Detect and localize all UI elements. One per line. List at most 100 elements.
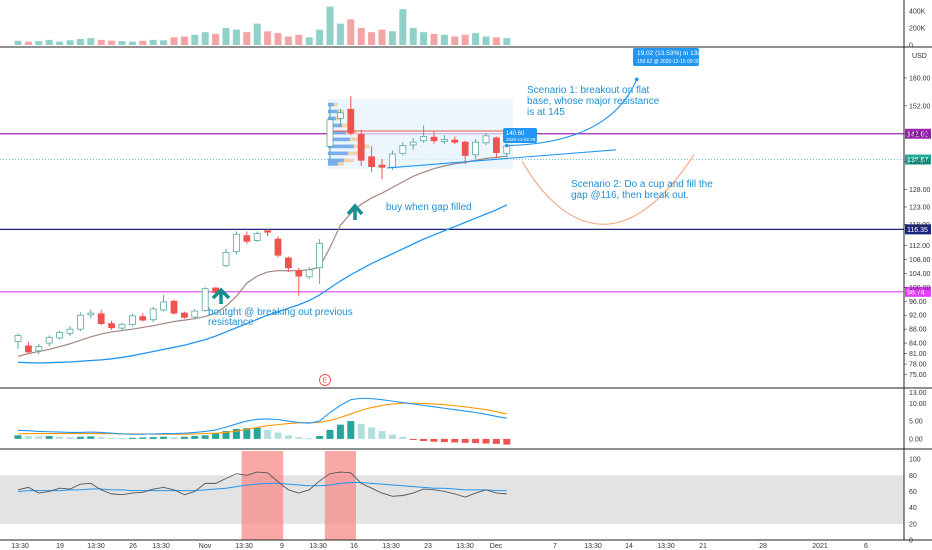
candle-body xyxy=(108,323,115,329)
annotation-buy-gap[interactable]: buy when gap filled xyxy=(386,202,472,213)
earnings-label: E xyxy=(323,378,328,385)
macd-histogram-bar xyxy=(336,424,344,439)
x-tick-label: 13:30 xyxy=(11,543,29,550)
candle-body xyxy=(409,141,417,146)
volume-bar xyxy=(35,41,43,45)
candle-body xyxy=(232,233,240,253)
volume-profile-bar xyxy=(349,137,364,142)
candle-body xyxy=(388,153,396,168)
ma-short-line xyxy=(17,155,507,357)
volume-bar xyxy=(347,19,355,45)
candle-body xyxy=(451,139,459,143)
candle-body xyxy=(149,308,157,321)
macd-histogram-bar xyxy=(399,436,407,439)
arrow-up-icon xyxy=(211,287,231,304)
x-tick-label: 21 xyxy=(699,543,707,550)
candle-body xyxy=(357,134,365,161)
volume-tick-label: 400K xyxy=(909,8,926,15)
volume-bar xyxy=(160,40,168,45)
candle-body xyxy=(45,337,53,344)
macd-tick-label: 13.00 xyxy=(909,390,927,397)
x-tick-label: 9 xyxy=(280,543,284,550)
volume-bar xyxy=(45,39,53,45)
volume-profile-bar xyxy=(327,102,334,107)
candle-body xyxy=(77,314,84,330)
x-tick-label: 13:30 xyxy=(456,543,474,550)
volume-profile-bar xyxy=(343,158,354,163)
volume-profile-bar xyxy=(337,162,344,166)
candle-body xyxy=(420,136,428,142)
volume-bar xyxy=(201,32,209,45)
x-tick-label: 13:30 xyxy=(584,543,602,550)
macd-panel xyxy=(14,397,511,445)
scenario1-line-1: Scenario 1: breakout on flat xyxy=(527,85,650,96)
annotation-scenario1[interactable]: Scenario 1: breakout on flat base, whose… xyxy=(527,85,660,118)
volume-bar xyxy=(451,36,459,45)
annotation-scenario2[interactable]: Scenario 2: Do a cup and fill the gap @1… xyxy=(571,179,713,201)
candle-body xyxy=(274,238,282,256)
x-tick-label: 13:30 xyxy=(657,543,675,550)
price-tick-label: 92.00 xyxy=(909,313,927,320)
anchor-info-box[interactable]: 140.60 2020-12-02 09:30 xyxy=(503,128,542,143)
candle-body xyxy=(35,346,43,352)
x-tick-label: 6 xyxy=(864,543,868,550)
x-tick-label: 26 xyxy=(129,543,137,550)
candle-body xyxy=(139,316,147,321)
macd-histogram-bar xyxy=(482,438,490,444)
volume-bar xyxy=(461,34,469,45)
level-price-label: 142.02 xyxy=(907,131,929,138)
price-tick-label: 84.00 xyxy=(909,341,927,348)
volume-bar xyxy=(492,37,500,45)
macd-histogram-bar xyxy=(180,436,188,439)
bought-line-2: resistance xyxy=(208,317,254,328)
macd-tick-label: 5.00 xyxy=(909,419,923,426)
volume-tick-label: 200K xyxy=(909,25,926,32)
macd-histogram-bar xyxy=(420,438,428,442)
volume-profile-bar xyxy=(337,109,344,114)
earnings-marker[interactable]: E xyxy=(319,374,331,386)
macd-histogram-bar xyxy=(378,431,386,439)
macd-histogram-bar xyxy=(160,436,168,439)
volume-bar xyxy=(336,23,344,45)
x-tick-label: 16 xyxy=(350,543,358,550)
volume-bar xyxy=(191,34,199,45)
candle-body xyxy=(160,301,168,311)
rsi-panel xyxy=(17,471,507,498)
axes: 160.00152.00144.00136.00128.00123.00118.… xyxy=(11,8,930,550)
level-price-tag xyxy=(905,286,931,297)
projection-box-line-2: 159.62 @ 2020-12-15 09:30 xyxy=(637,59,700,65)
volume-bar xyxy=(56,41,64,45)
candle-body xyxy=(492,137,500,153)
volume-bar xyxy=(180,36,188,45)
scenario1-projection xyxy=(506,79,638,147)
volume-profile-bar xyxy=(327,123,342,128)
macd-histogram-bar xyxy=(305,438,313,440)
projection-start-point xyxy=(505,143,509,148)
macd-histogram-bar xyxy=(409,438,417,440)
macd-histogram-bar xyxy=(56,436,64,439)
volume-bar xyxy=(440,34,448,45)
volume-profile-bar xyxy=(327,144,354,149)
rsi-tick-label: 100 xyxy=(909,457,921,464)
trend-line xyxy=(387,149,617,169)
volume-bar xyxy=(295,34,303,45)
bought-line-1: boutght @ breaking out previous xyxy=(208,307,353,318)
candle-body xyxy=(472,141,480,156)
annotation-bought[interactable]: boutght @ breaking out previous resistan… xyxy=(208,307,353,328)
price-tick-label: 112.00 xyxy=(909,243,930,250)
projection-info-box[interactable]: 19.02 (13.53%) in 13d 159.62 @ 2020-12-1… xyxy=(633,48,701,66)
volume-profile-bar xyxy=(327,151,348,156)
volume-profile xyxy=(327,98,514,169)
earnings-circle xyxy=(319,374,331,386)
x-tick-label: Nov xyxy=(199,543,212,550)
scenario2-line-2: gap @116, then break out. xyxy=(571,190,689,201)
candle-body xyxy=(66,328,74,334)
price-tick-label: 78.00 xyxy=(909,362,927,369)
rsi-highlight xyxy=(241,451,284,540)
macd-histogram-bar xyxy=(170,437,178,439)
x-tick-label: 28 xyxy=(759,543,767,550)
candle-body xyxy=(378,164,386,168)
volume-bar xyxy=(472,33,480,45)
scenario-projections xyxy=(387,77,695,225)
